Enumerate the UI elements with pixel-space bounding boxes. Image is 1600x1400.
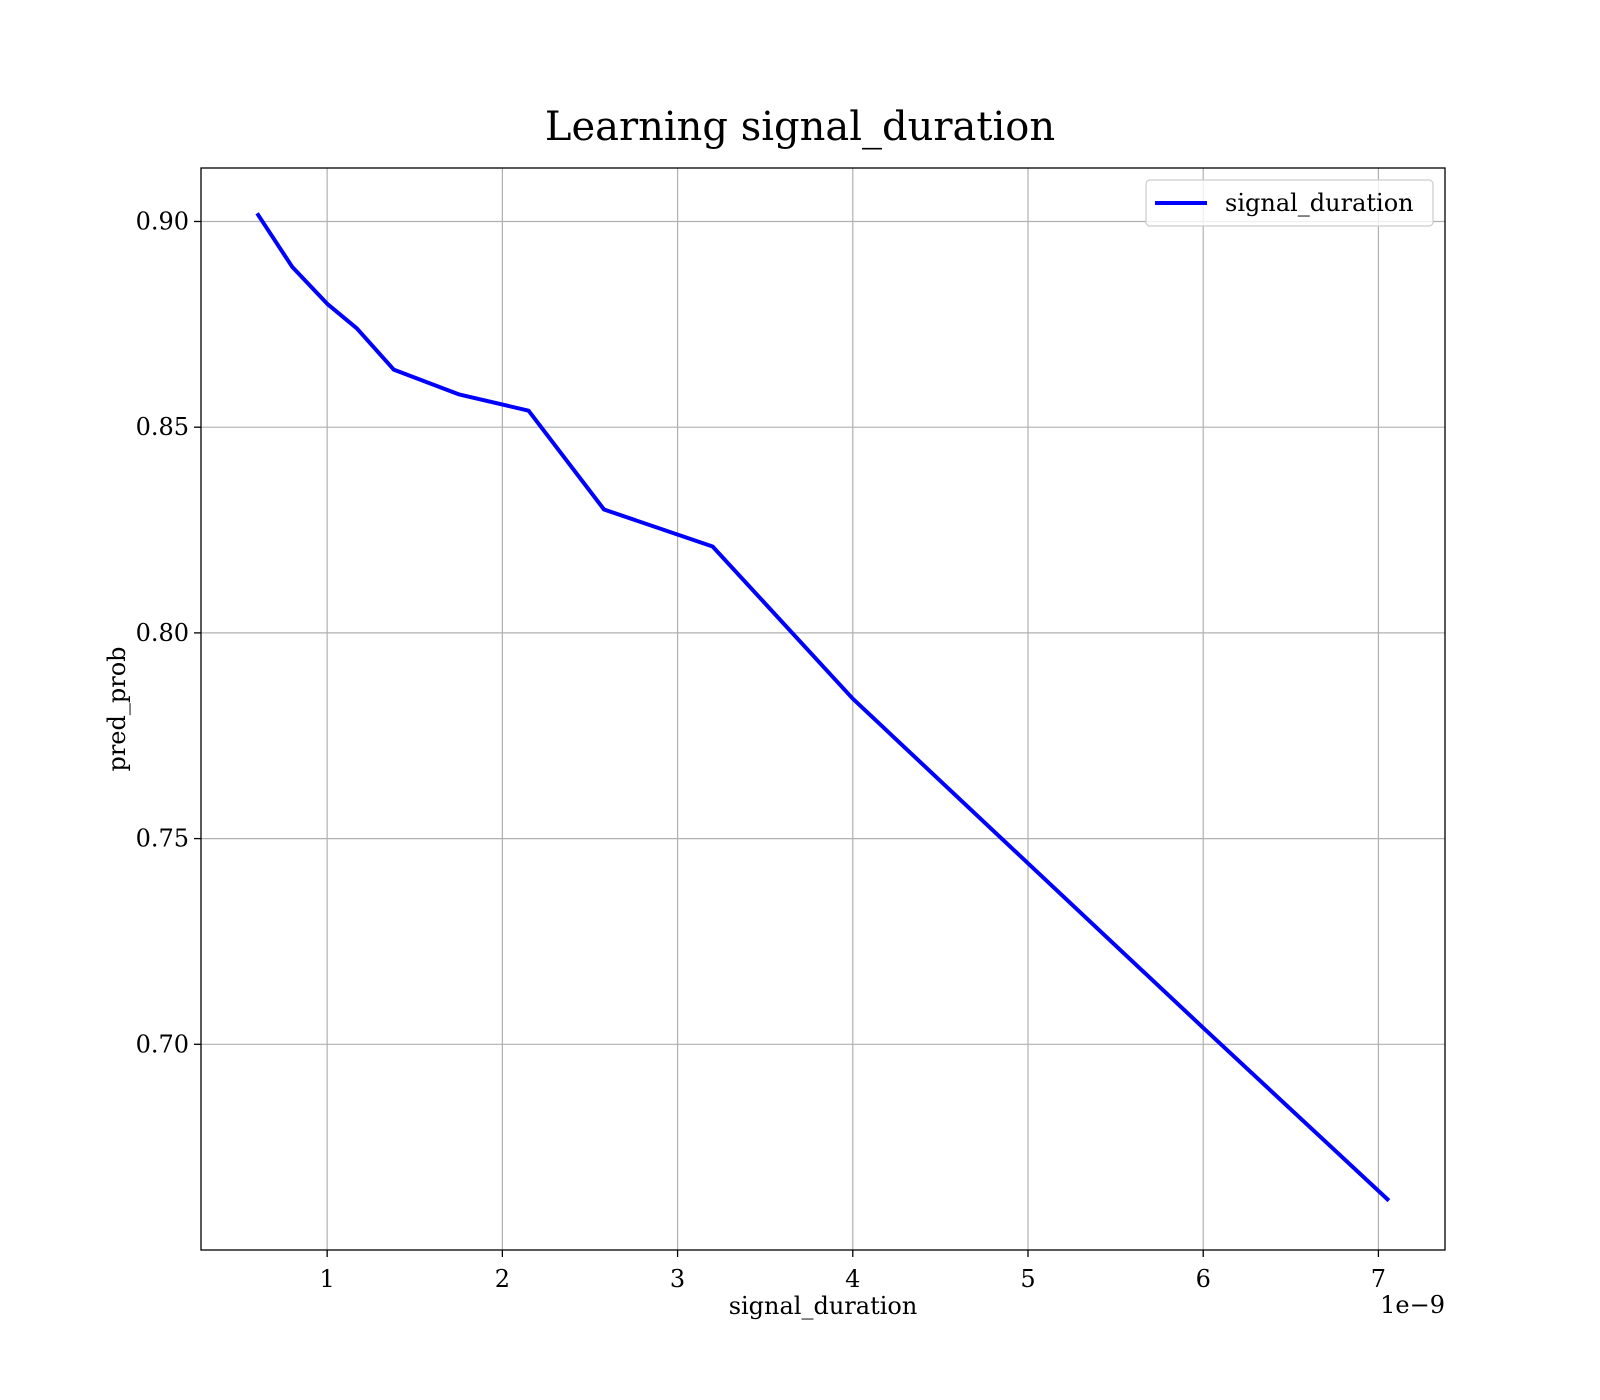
x-axis-offset-text: 1e−9 [1380,1291,1445,1319]
y-tick-label: 0.85 [136,413,189,441]
x-tick-label: 3 [670,1265,685,1293]
chart-title: Learning signal_duration [545,104,1055,150]
x-tick-label: 5 [1020,1265,1035,1293]
x-tick-label: 2 [495,1265,510,1293]
series-layer [255,212,1391,1203]
y-axis-label: pred_prob [103,646,131,771]
y-tick-label: 0.80 [136,619,189,647]
x-tick-label: 7 [1371,1265,1386,1293]
grid-layer [201,168,1445,1250]
legend: signal_duration [1145,179,1434,227]
legend-box [1145,179,1434,227]
tick-layer: 1 2 3 4 5 6 7 0.70 0.75 0.80 0.85 0.90 [136,207,1386,1293]
series-line-signal_duration [255,212,1391,1203]
plot-frame [200,167,1446,1251]
x-tick-label: 4 [845,1265,860,1293]
y-tick-label: 0.75 [136,825,189,853]
legend-label: signal_duration [1225,189,1414,217]
x-tick-label: 6 [1196,1265,1211,1293]
x-tick-label: 1 [320,1265,335,1293]
y-tick-label: 0.90 [136,207,189,235]
x-axis-label: signal_duration [729,1292,918,1320]
y-tick-label: 0.70 [136,1030,189,1058]
